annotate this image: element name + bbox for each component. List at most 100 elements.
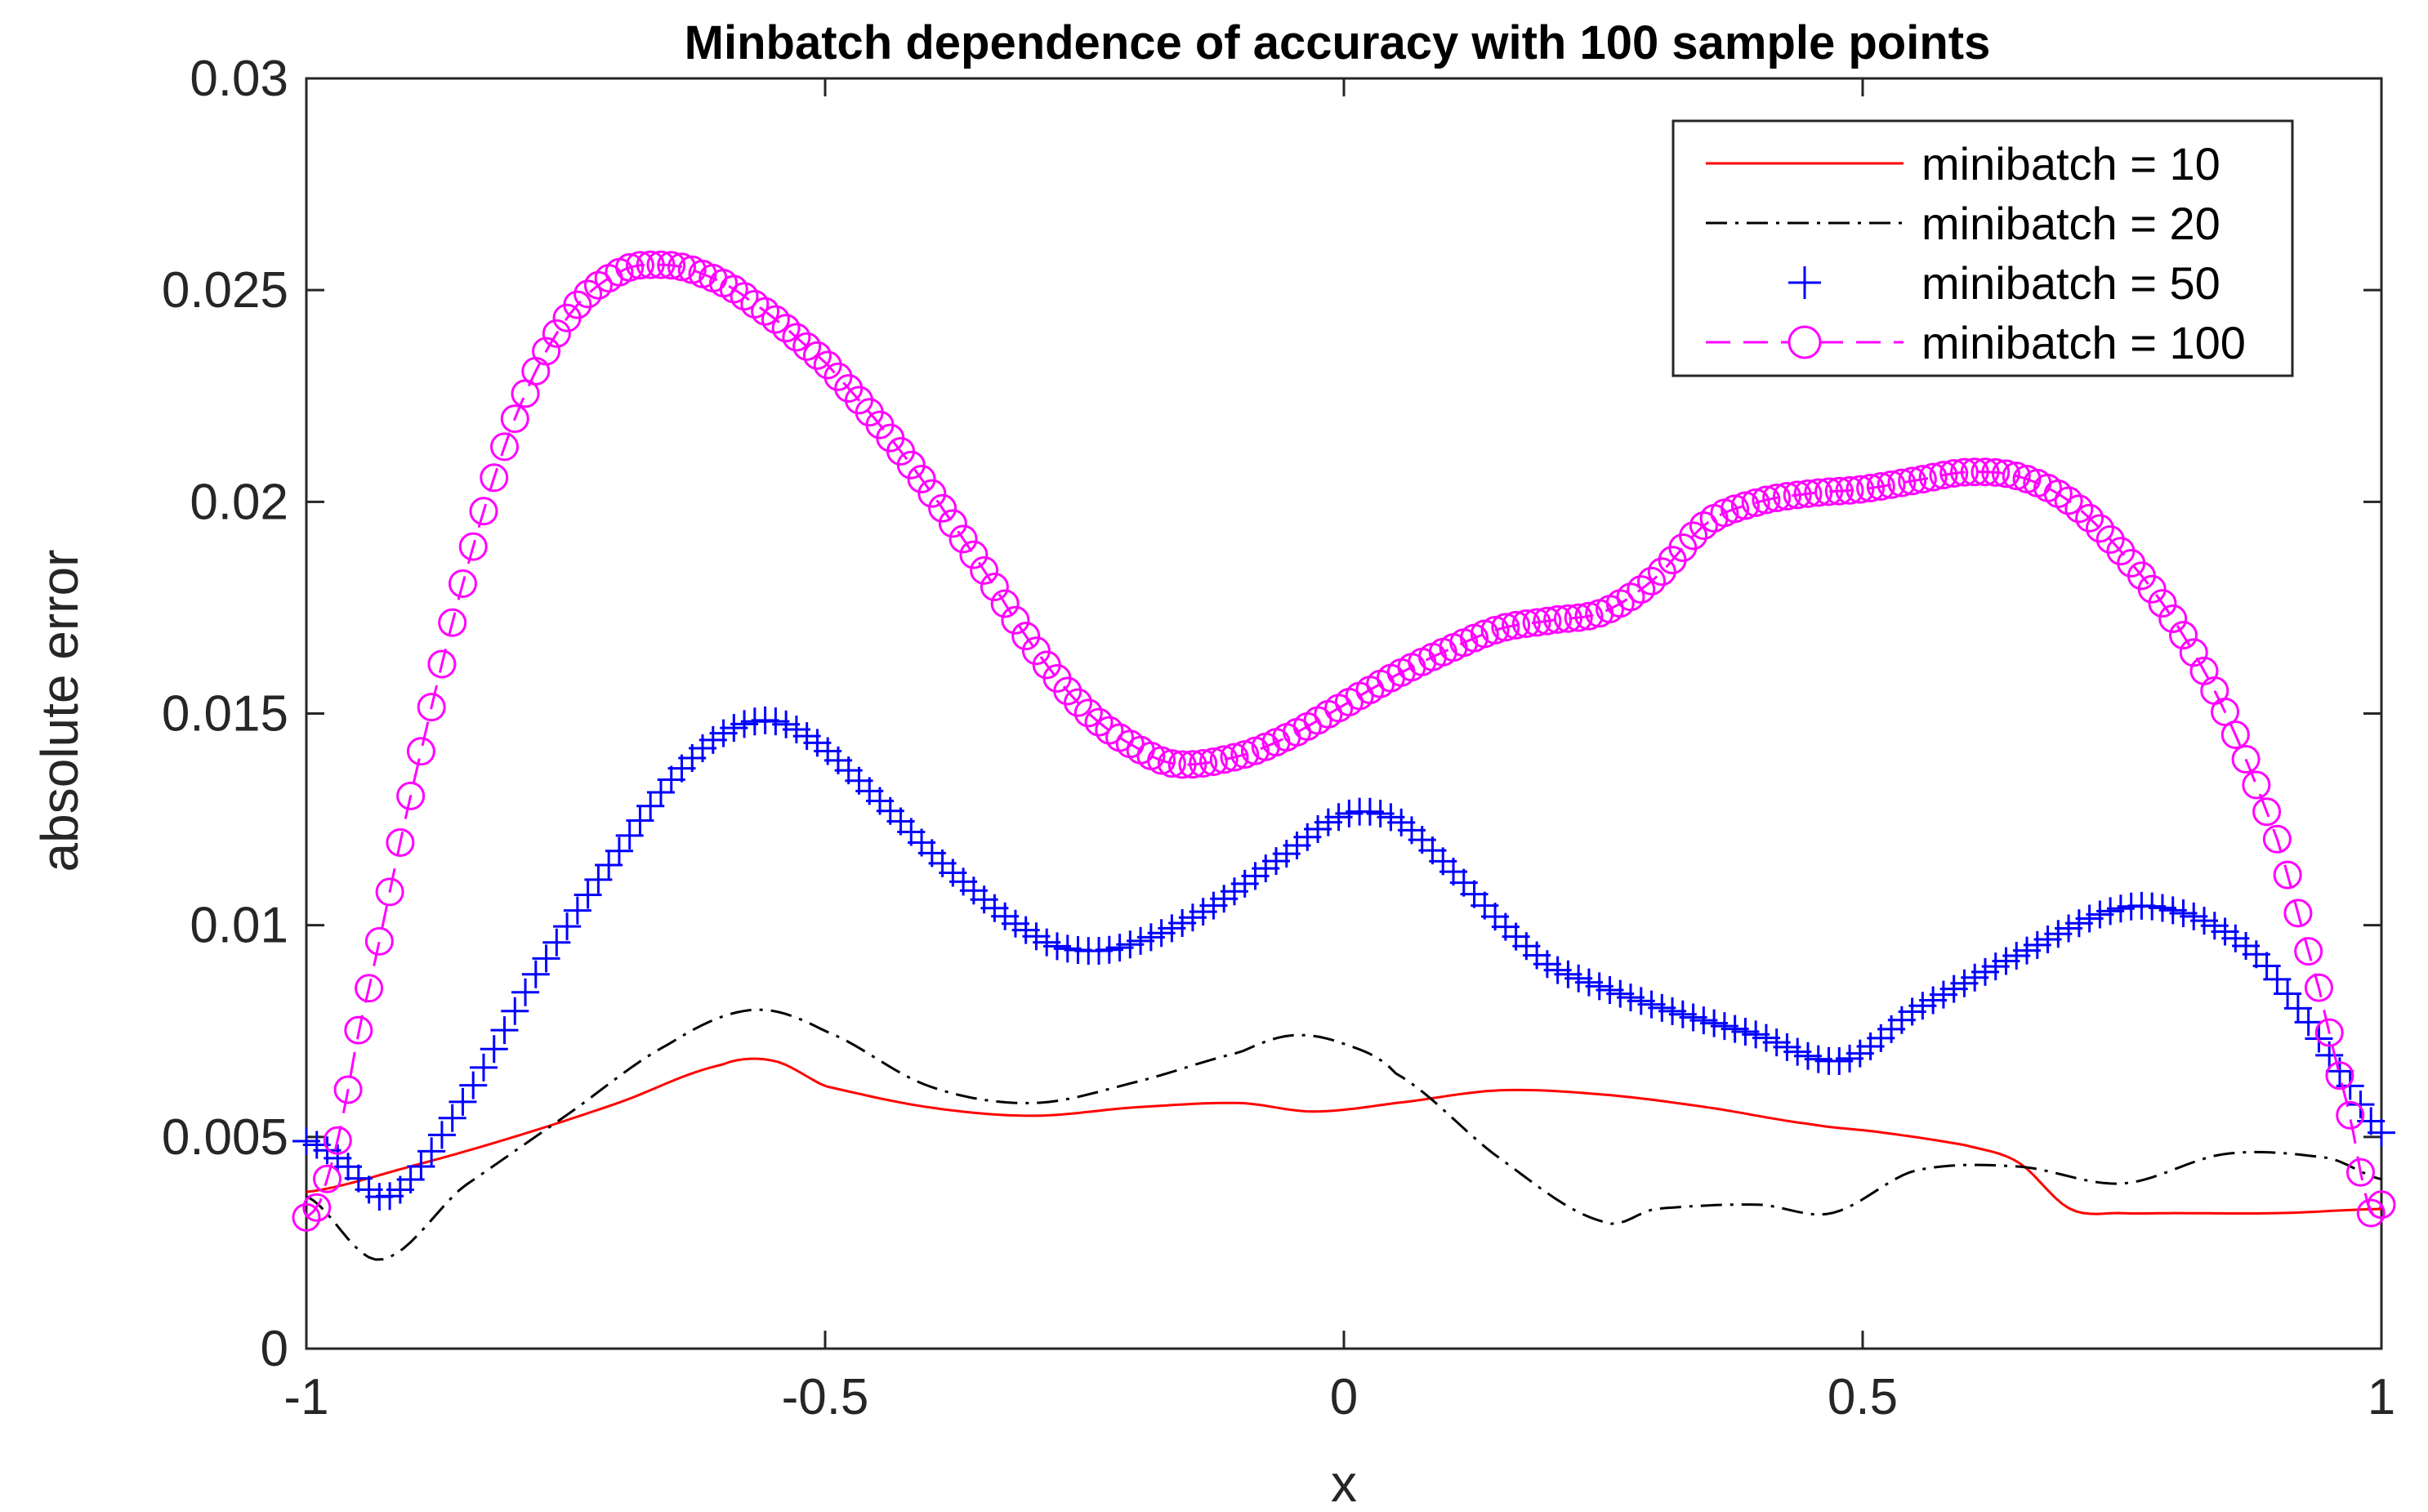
data-point xyxy=(980,572,1009,601)
data-point xyxy=(417,1137,446,1166)
data-point xyxy=(1511,609,1541,639)
data-point xyxy=(2262,824,2292,854)
y-tick-label: 0.005 xyxy=(162,1109,288,1166)
data-point xyxy=(1949,457,1979,487)
data-point xyxy=(1157,749,1186,778)
series-line xyxy=(306,1057,2382,1215)
y-tick-label: 0.01 xyxy=(190,898,288,954)
data-point xyxy=(2148,589,2177,618)
data-point xyxy=(438,608,467,637)
data-point xyxy=(563,896,591,925)
data-point xyxy=(490,432,520,462)
data-point xyxy=(344,1015,373,1045)
y-tick-label: 0 xyxy=(261,1321,288,1377)
data-point xyxy=(1721,494,1750,524)
data-point xyxy=(626,806,654,835)
data-point xyxy=(990,589,1020,618)
data-point xyxy=(1021,636,1051,666)
data-point xyxy=(1762,483,1792,512)
data-point xyxy=(542,319,571,348)
data-point xyxy=(386,828,415,858)
data-point xyxy=(584,865,613,894)
data-point xyxy=(625,251,654,280)
series-minibatch-50 xyxy=(292,706,2395,1211)
data-point xyxy=(1918,462,1948,492)
data-point xyxy=(1824,476,1854,506)
data-point xyxy=(595,851,623,880)
data-point xyxy=(1522,608,1551,637)
data-point xyxy=(928,493,957,523)
data-point xyxy=(292,1202,321,1232)
x-tick-label: -0.5 xyxy=(782,1369,869,1425)
data-point xyxy=(2242,770,2271,800)
data-point xyxy=(1167,750,1197,779)
data-point xyxy=(2158,604,2188,633)
data-point xyxy=(1804,478,1833,507)
data-point xyxy=(1981,457,2011,487)
data-point xyxy=(1189,748,1218,778)
data-point xyxy=(313,1164,342,1193)
data-point xyxy=(2274,979,2302,1008)
data-point xyxy=(553,912,582,941)
data-point xyxy=(1971,457,2000,487)
data-point xyxy=(1616,582,1645,612)
data-point xyxy=(1564,603,1593,632)
data-point xyxy=(532,944,560,973)
data-point xyxy=(1220,743,1249,772)
data-point xyxy=(542,928,571,957)
data-point xyxy=(1064,688,1093,717)
data-point xyxy=(532,337,561,366)
data-point xyxy=(459,1071,488,1099)
data-point xyxy=(771,314,801,343)
data-point xyxy=(500,404,529,434)
series-minibatch-100 xyxy=(292,250,2396,1232)
legend-item-minibatch-20: minibatch = 20 xyxy=(1706,198,2220,249)
data-point xyxy=(1679,521,1708,551)
data-point xyxy=(1209,745,1239,774)
data-point xyxy=(792,332,822,361)
data-point xyxy=(959,540,989,569)
data-point xyxy=(802,341,832,370)
chart-title: Minbatch dependence of accuracy with 100… xyxy=(685,16,1991,69)
data-point xyxy=(501,997,529,1025)
data-point xyxy=(448,569,477,599)
data-point xyxy=(667,252,696,282)
legend-label: minibatch = 100 xyxy=(1921,317,2246,368)
legend-label: minibatch = 20 xyxy=(1921,198,2220,249)
data-point xyxy=(563,290,592,319)
x-axis-label: x xyxy=(1331,1454,1357,1512)
data-point xyxy=(2085,514,2114,543)
series-minibatch-20 xyxy=(306,1008,2382,1261)
data-point xyxy=(1543,604,1573,634)
data-point xyxy=(2137,574,2167,604)
data-point xyxy=(1772,481,1801,511)
legend-label: minibatch = 10 xyxy=(1921,138,2220,190)
legend-item-minibatch-10: minibatch = 10 xyxy=(1706,138,2220,190)
data-point xyxy=(2231,744,2261,774)
data-point xyxy=(1939,458,1969,488)
data-point xyxy=(1730,491,1760,520)
data-point xyxy=(480,463,509,493)
legend-marker-swatch xyxy=(1788,325,1822,359)
data-point xyxy=(2273,860,2302,890)
data-point xyxy=(2346,1091,2375,1119)
data-point xyxy=(2336,1072,2364,1100)
data-point xyxy=(938,509,967,538)
data-point xyxy=(1178,750,1207,779)
y-axis: 0 0.005 0.01 0.015 0.02 0.025 0.03 xyxy=(162,51,2381,1377)
data-point xyxy=(1887,468,1917,497)
data-point xyxy=(1877,470,1906,499)
data-point xyxy=(615,821,644,850)
data-point xyxy=(782,323,811,352)
data-point xyxy=(1866,472,1895,502)
data-point xyxy=(2002,462,2031,491)
data-point xyxy=(1553,604,1582,633)
data-point xyxy=(1198,747,1228,776)
data-point xyxy=(2336,1100,2365,1130)
y-tick-label: 0.03 xyxy=(190,51,288,107)
data-point xyxy=(2294,1008,2323,1037)
data-point xyxy=(406,737,435,766)
y-tick-label: 0.025 xyxy=(162,262,288,319)
data-point xyxy=(1835,475,1864,505)
data-point xyxy=(761,305,790,334)
